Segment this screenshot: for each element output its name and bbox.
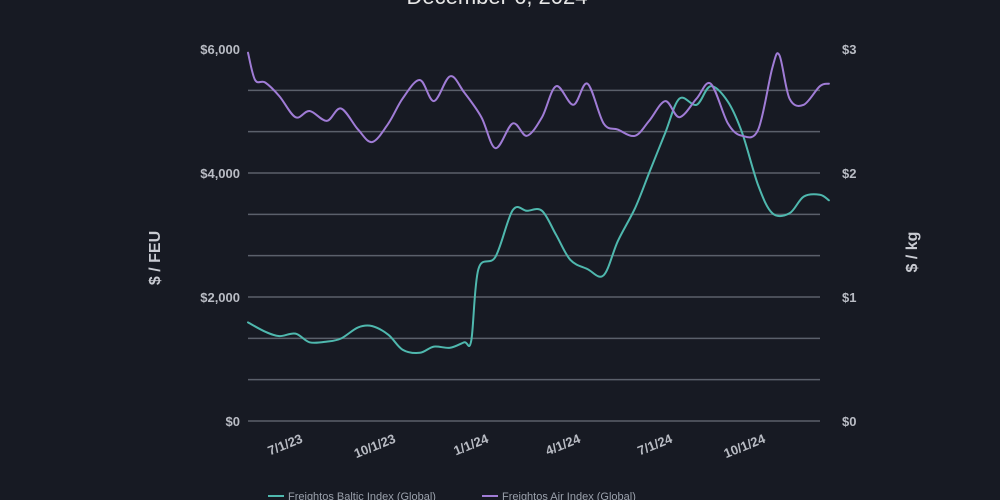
x-tick-label: 4/1/24: [543, 431, 583, 459]
x-tick-label: 7/1/23: [265, 431, 304, 458]
legend: Freightos Baltic Index (Global) Freightos…: [268, 491, 636, 500]
left-tick-label: $2,000: [200, 290, 240, 305]
series-layer: [247, 51, 830, 354]
right-axis-title: $ / kg: [904, 232, 921, 273]
x-tick-label: 1/1/24: [451, 431, 491, 459]
left-tick-label: $0: [226, 414, 240, 429]
left-tick-label: $4,000: [200, 166, 240, 181]
right-axis-ticks: $0 $1 $2 $3: [842, 42, 856, 429]
grid: [248, 89, 820, 422]
right-tick-label: $0: [842, 414, 856, 429]
chart-title: December 6, 2024: [407, 0, 588, 9]
left-axis-title: $ / FEU: [147, 231, 164, 285]
right-tick-label: $3: [842, 42, 856, 57]
left-axis-ticks: $0 $2,000 $4,000 $6,000: [200, 42, 240, 429]
legend-label: Freightos Baltic Index (Global): [288, 491, 436, 500]
right-tick-label: $2: [842, 166, 856, 181]
x-axis-ticks: 7/1/23 10/1/23 1/1/24 4/1/24 7/1/24 10/1/24: [265, 431, 768, 461]
x-tick-label: 10/1/24: [722, 431, 769, 461]
x-tick-label: 10/1/23: [352, 431, 398, 461]
legend-label: Freightos Air Index (Global): [502, 491, 636, 500]
series-line-ocean: [247, 85, 830, 354]
x-tick-label: 7/1/24: [635, 431, 675, 459]
left-tick-label: $6,000: [200, 42, 240, 57]
series-line-air: [247, 51, 830, 150]
right-tick-label: $1: [842, 290, 856, 305]
